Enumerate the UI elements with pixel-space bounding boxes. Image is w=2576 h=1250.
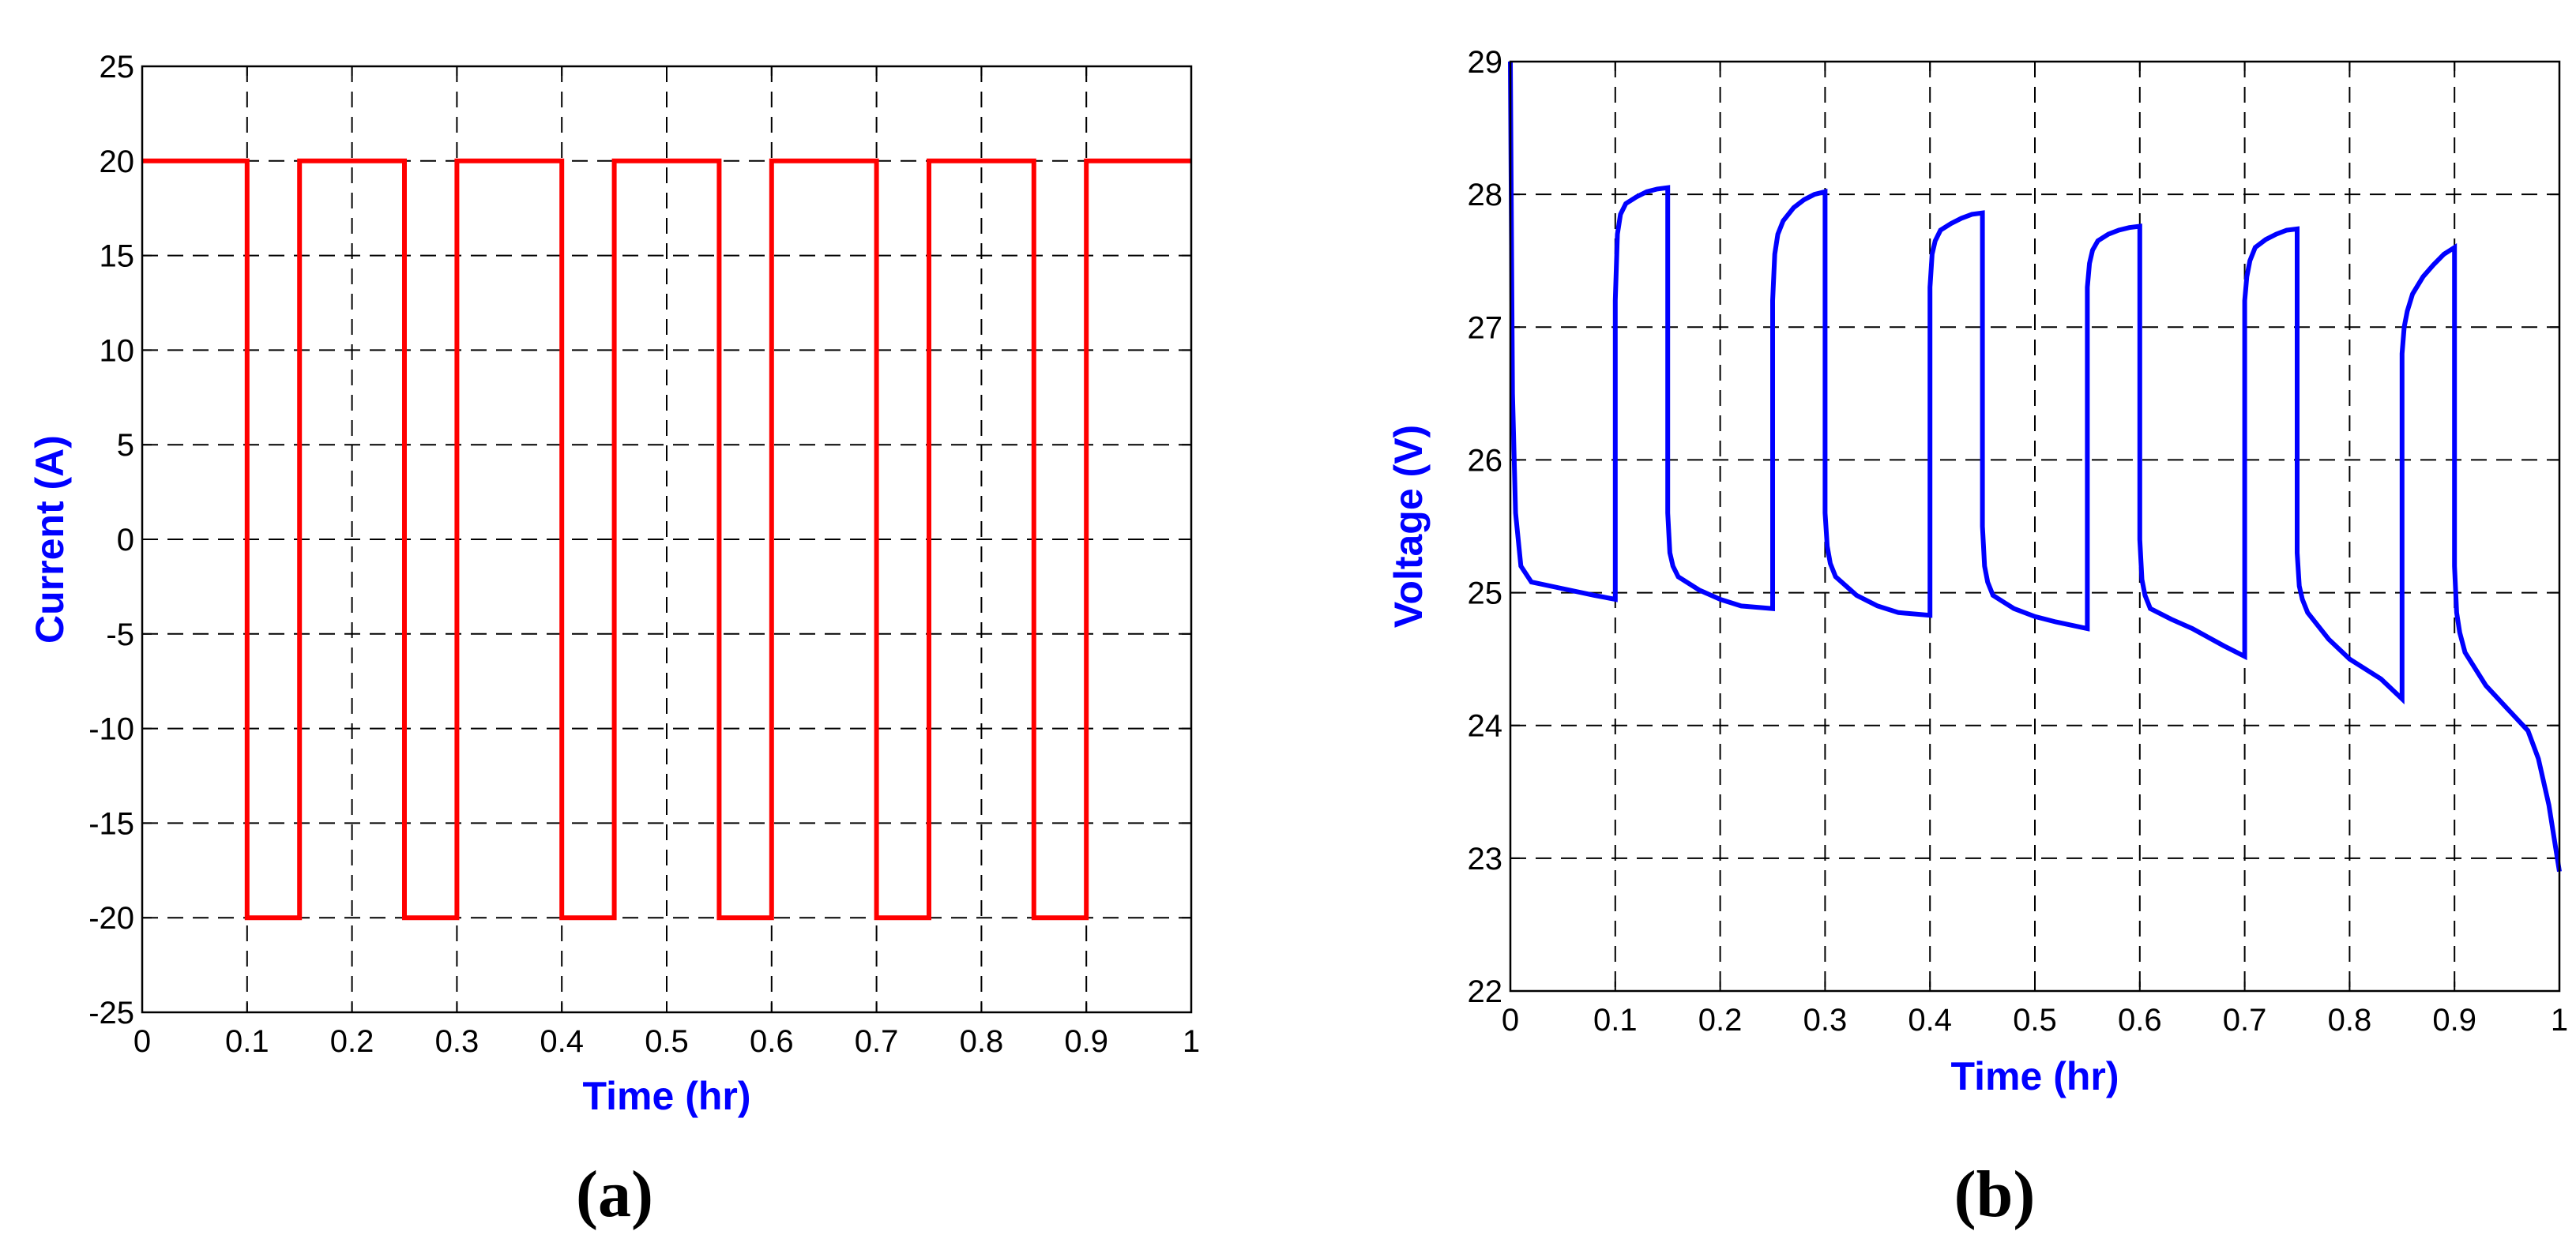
voltage-y-tick-label: 24: [1468, 709, 1503, 744]
current-y-tick-label: -10: [88, 712, 134, 747]
voltage-x-tick-label: 1: [2551, 1003, 2568, 1038]
voltage-chart: 0 0.1 0.2 0.3 0.4 0.5 0.6 0.7 0.8 0.9 1 22 23 24 25 26 2…: [1386, 45, 2568, 1231]
current-x-tick-label: 0: [134, 1024, 151, 1059]
voltage-x-tick-label: 0.6: [2118, 1003, 2162, 1038]
current-y-tick-label: -5: [106, 617, 134, 652]
current-x-tick-label: 0.5: [645, 1024, 689, 1059]
current-x-axis-label: Time (hr): [583, 1074, 751, 1118]
voltage-x-tick-label: 0.9: [2432, 1003, 2476, 1038]
voltage-x-tick-label: 0.3: [1803, 1003, 1848, 1038]
current-y-tick-label: -25: [88, 996, 134, 1030]
voltage-y-tick-label: 29: [1468, 45, 1503, 80]
voltage-y-tick-label: 25: [1468, 576, 1503, 611]
current-x-tick-label: 0.1: [225, 1024, 269, 1059]
voltage-y-tick-label: 23: [1468, 842, 1503, 877]
voltage-x-tick-label: 0.5: [2013, 1003, 2057, 1038]
voltage-y-axis-label: Voltage (V): [1386, 425, 1431, 628]
voltage-x-axis-label: Time (hr): [1951, 1054, 2119, 1098]
current-x-tick-label: 1: [1183, 1024, 1200, 1059]
voltage-x-tick-label: 0.7: [2223, 1003, 2267, 1038]
current-y-tick-label: 25: [100, 50, 135, 84]
voltage-x-tick-label: 0.2: [1698, 1003, 1743, 1038]
voltage-y-tick-label: 26: [1468, 443, 1503, 478]
voltage-y-tick-label: 28: [1468, 178, 1503, 212]
current-chart: 0 0.1 0.2 0.3 0.4 0.5 0.6 0.7 0.8 0.9 1 -25 -20 -15 -1…: [28, 50, 1200, 1231]
current-x-tick-label: 0.7: [855, 1024, 899, 1059]
current-y-tick-label: 20: [100, 145, 135, 179]
current-y-axis-label: Current (A): [28, 435, 72, 644]
current-panel-label: (a): [576, 1158, 653, 1231]
voltage-x-tick-label: 0: [1502, 1003, 1519, 1038]
current-x-tick-label: 0.8: [960, 1024, 1004, 1059]
voltage-ticks: 0 0.1 0.2 0.3 0.4 0.5 0.6 0.7 0.8 0.9 1 22 23 24 25 26 2…: [1468, 45, 2569, 1038]
voltage-y-tick-label: 27: [1468, 310, 1503, 345]
current-plot-frame: [141, 65, 1193, 1014]
voltage-series: [1508, 61, 2562, 873]
voltage-y-tick-label: 22: [1468, 974, 1503, 1009]
current-y-tick-label: -20: [88, 901, 134, 936]
voltage-series-line: [1508, 61, 2562, 873]
voltage-plot-frame: [1509, 60, 2561, 993]
current-y-tick-label: 15: [100, 239, 135, 274]
current-x-tick-label: 0.9: [1064, 1024, 1108, 1059]
current-x-tick-label: 0.4: [540, 1024, 584, 1059]
voltage-x-tick-label: 0.1: [1593, 1003, 1638, 1038]
current-y-tick-label: -15: [88, 806, 134, 841]
current-ticks: 0 0.1 0.2 0.3 0.4 0.5 0.6 0.7 0.8 0.9 1 -25 -20 -15 -1…: [88, 50, 1200, 1059]
voltage-x-tick-label: 0.8: [2328, 1003, 2372, 1038]
voltage-x-tick-label: 0.4: [1908, 1003, 1952, 1038]
current-y-tick-label: 0: [117, 523, 134, 557]
current-series-line: [142, 158, 1191, 921]
current-series: [142, 158, 1191, 921]
current-x-tick-label: 0.6: [750, 1024, 794, 1059]
current-x-tick-label: 0.3: [435, 1024, 479, 1059]
voltage-panel-label: (b): [1954, 1158, 2036, 1231]
current-x-tick-label: 0.2: [330, 1024, 374, 1059]
current-y-tick-label: 5: [117, 428, 134, 463]
current-y-tick-label: 10: [100, 333, 135, 368]
